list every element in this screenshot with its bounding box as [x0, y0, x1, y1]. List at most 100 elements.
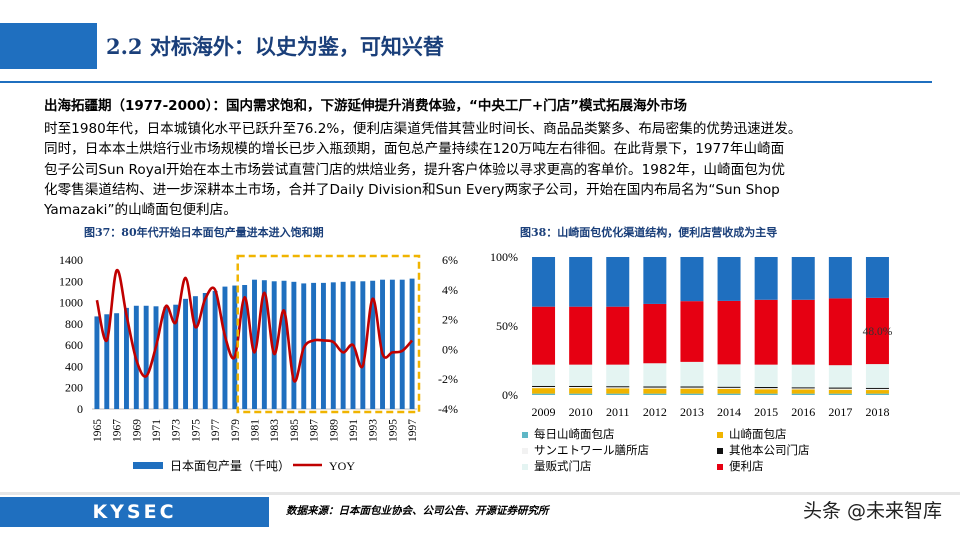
- y-right-tick-label: -2%: [438, 372, 458, 386]
- stacked-segment: [754, 299, 778, 365]
- stacked-segment: [532, 385, 556, 387]
- stacked-segment: [532, 257, 556, 307]
- y-left-tick-label: 600: [65, 338, 83, 352]
- x-tick-label: 2018: [865, 405, 889, 419]
- production-bar: [94, 316, 100, 409]
- stacked-segment: [569, 306, 593, 365]
- x-tick-label: 1989: [328, 419, 340, 442]
- x-tick-label: 1985: [289, 419, 301, 442]
- legend-swatch-production: [133, 462, 163, 469]
- legend-label-yoy: YOY: [329, 459, 355, 473]
- stacked-segment: [754, 388, 778, 390]
- x-tick-label: 1981: [250, 419, 262, 442]
- x-tick-label: 2017: [828, 405, 852, 419]
- stacked-segment: [680, 388, 704, 394]
- stacked-segment: [643, 393, 667, 395]
- production-bar: [114, 313, 120, 409]
- x-tick-label: 2015: [754, 405, 778, 419]
- page-title: 2.2 对标海外：以史为鉴，可知兴替: [106, 34, 444, 59]
- x-tick-label: 1971: [151, 419, 163, 442]
- stacked-segment: [717, 257, 741, 301]
- production-bar: [242, 285, 248, 409]
- legend-label: 便利店: [729, 459, 764, 473]
- production-bar: [389, 279, 395, 409]
- stacked-segment: [569, 388, 593, 394]
- x-tick-label: 1991: [348, 419, 360, 442]
- stacked-segment: [606, 388, 630, 394]
- production-bar: [370, 280, 376, 409]
- x-tick-label: 2010: [569, 405, 593, 419]
- x-tick-label: 1967: [112, 419, 124, 442]
- stacked-segment: [828, 298, 852, 366]
- x-tick-label: 2009: [532, 405, 556, 419]
- legend-swatch: [522, 464, 528, 470]
- stacked-segment: [569, 257, 593, 307]
- stacked-segment: [643, 363, 667, 387]
- production-bar: [143, 305, 149, 409]
- production-bar: [271, 281, 277, 409]
- stacked-segment: [532, 393, 556, 395]
- legend-label: 山崎面包店: [729, 427, 787, 441]
- legend-swatch: [522, 448, 528, 454]
- kysec-logo: KYSEC: [0, 497, 269, 527]
- production-bar: [192, 296, 198, 409]
- y-tick-label: 0%: [502, 388, 518, 402]
- production-bar: [311, 282, 317, 409]
- stacked-segment: [643, 387, 667, 389]
- x-tick-label: 1983: [269, 419, 281, 442]
- y-left-tick-label: 400: [65, 359, 83, 373]
- stacked-segment: [680, 393, 704, 395]
- stacked-segment: [569, 386, 593, 389]
- title-accent-bar: [0, 23, 97, 69]
- stacked-segment: [643, 388, 667, 394]
- stacked-segment: [754, 257, 778, 300]
- legend-label: 其他本公司门店: [729, 443, 810, 457]
- stacked-segment: [754, 389, 778, 394]
- x-tick-label: 2014: [717, 405, 741, 419]
- stacked-segment: [717, 388, 741, 394]
- x-tick-label: 1965: [92, 419, 104, 442]
- y-left-tick-label: 1000: [59, 296, 83, 310]
- y-left-tick-label: 0: [77, 402, 83, 416]
- stacked-segment: [606, 364, 630, 387]
- stacked-segment: [865, 297, 889, 365]
- production-bar: [202, 292, 208, 409]
- channel-structure-chart: 0% 50% 100% 2009 2010 2011 2012 2013 2014 2015 201…: [490, 250, 893, 473]
- stacked-segment: [828, 388, 852, 390]
- stacked-segment: [606, 393, 630, 395]
- stacked-segment: [569, 385, 593, 387]
- stacked-segment: [828, 393, 852, 395]
- x-tick-label: 1997: [407, 419, 419, 442]
- stacked-segment: [606, 257, 630, 307]
- production-bar: [124, 307, 129, 409]
- stacked-segment: [828, 387, 852, 389]
- stacked-segment: [754, 393, 778, 395]
- y-left-tick-label: 1400: [59, 253, 83, 267]
- stacked-segment: [865, 257, 889, 298]
- stacked-segment: [791, 257, 815, 300]
- stacked-segment: [680, 386, 704, 388]
- stacked-segment: [532, 386, 556, 389]
- y-left-tick-label: 200: [65, 381, 83, 395]
- x-tick-label: 2011: [606, 405, 630, 419]
- figure38-caption: 图38：山崎面包优化渠道结构，便利店营收成为主导: [520, 226, 778, 239]
- paragraph-line: 化零售渠道结构、进一步深耕本土市场，合并了Daily Division和Sun …: [44, 181, 780, 198]
- y-left-tick-label: 1200: [59, 274, 83, 288]
- production-bar: [330, 282, 336, 409]
- x-tick-label: 2012: [643, 405, 667, 419]
- x-tick-label: 1979: [230, 419, 242, 442]
- stacked-segment: [754, 364, 778, 387]
- stacked-segment: [717, 300, 741, 365]
- production-bar: [183, 298, 189, 409]
- production-bar: [104, 314, 110, 409]
- stacked-segment: [828, 257, 852, 299]
- x-tick-label: 1969: [131, 419, 143, 442]
- stacked-segment: [754, 386, 778, 389]
- stacked-segment: [532, 364, 556, 386]
- stacked-segment: [569, 364, 593, 386]
- production-bar: [163, 306, 169, 409]
- x-tick-label: 1993: [368, 419, 380, 442]
- stacked-segment: [791, 389, 815, 394]
- stacked-segment: [865, 387, 889, 389]
- x-tick-label: 1977: [210, 419, 222, 442]
